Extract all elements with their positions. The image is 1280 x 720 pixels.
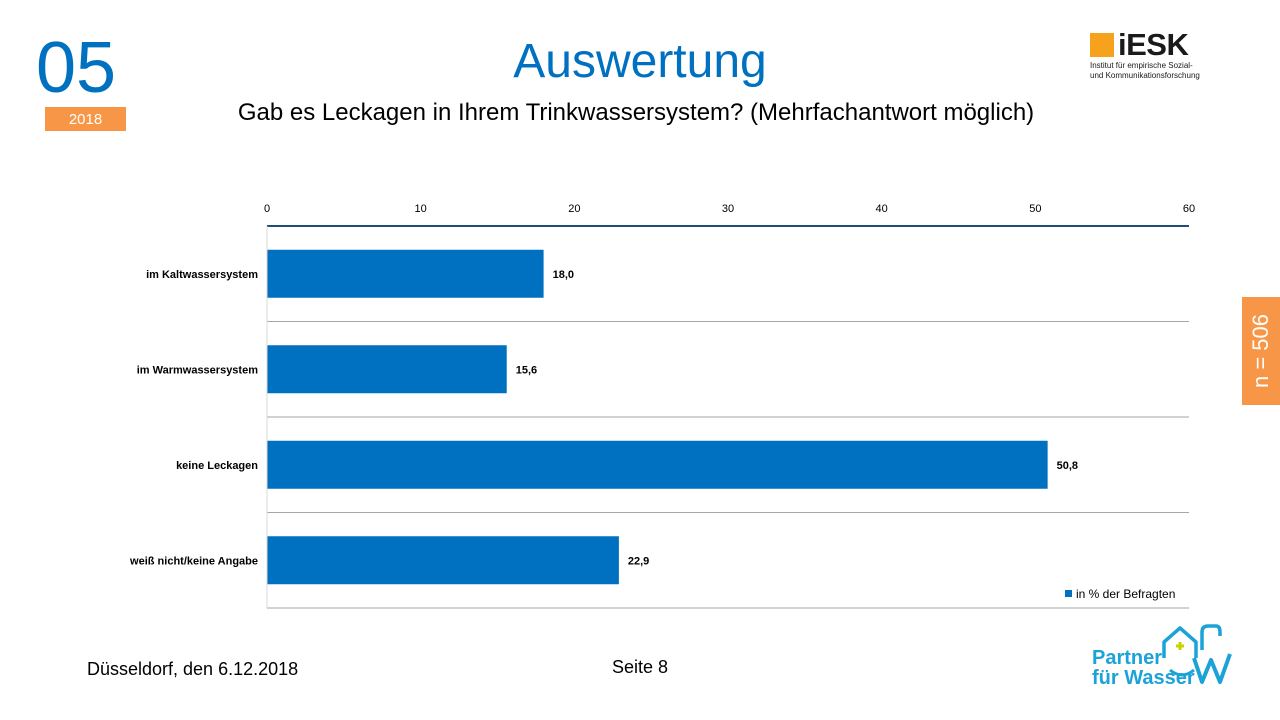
iesk-tagline-line1: Institut für empirische Sozial-: [1090, 61, 1193, 70]
legend-label: in % der Befragten: [1076, 587, 1175, 601]
x-tick-label: 40: [876, 203, 888, 215]
bar: [267, 249, 544, 298]
pfw-logo-text: Partner für Wasser: [1092, 648, 1195, 688]
x-tick-label: 30: [722, 203, 734, 215]
pfw-logo-line2: für Wasser: [1092, 667, 1195, 689]
pfw-logo-line1: Partner: [1092, 647, 1163, 669]
x-tick-label: 20: [568, 203, 580, 215]
iesk-logo-tagline: Institut für empirische Sozial- und Komm…: [1090, 61, 1215, 81]
iesk-logo-text: iESK: [1118, 27, 1189, 62]
sample-size-badge: n = 506: [1242, 297, 1280, 405]
category-label: weiß nicht/keine Angabe: [129, 555, 258, 567]
category-label: im Warmwassersystem: [137, 364, 258, 376]
iesk-logo-square-icon: [1090, 33, 1114, 57]
x-tick-label: 50: [1029, 203, 1041, 215]
data-label: 18,0: [553, 269, 574, 281]
bar: [267, 345, 507, 394]
house-faucet-icon: [1162, 624, 1232, 684]
bar: [267, 536, 619, 585]
bar: [267, 440, 1048, 489]
iesk-logo: iESK Institut für empirische Sozial- und…: [1090, 27, 1215, 87]
category-label: im Kaltwassersystem: [146, 269, 258, 281]
page-title: Auswertung: [513, 35, 767, 88]
data-label: 50,8: [1057, 460, 1078, 472]
issue-year-badge: 2018: [45, 107, 126, 131]
x-tick-label: 0: [264, 203, 270, 215]
partner-fuer-wasser-logo: Partner für Wasser: [1090, 622, 1240, 692]
category-label: keine Leckagen: [176, 460, 258, 472]
iesk-tagline-line2: und Kommunikationsforschung: [1090, 71, 1200, 80]
x-tick-label: 60: [1183, 203, 1195, 215]
footer-place-date: Düsseldorf, den 6.12.2018: [87, 659, 299, 679]
legend-swatch: [1065, 590, 1072, 597]
data-label: 22,9: [628, 555, 649, 567]
x-tick-label: 10: [415, 203, 427, 215]
footer-page-number: Seite 8: [611, 657, 669, 677]
data-label: 15,6: [516, 364, 537, 376]
page-subtitle: Gab es Leckagen in Ihrem Trinkwassersyst…: [237, 99, 1035, 126]
issue-number: 05: [36, 28, 117, 108]
